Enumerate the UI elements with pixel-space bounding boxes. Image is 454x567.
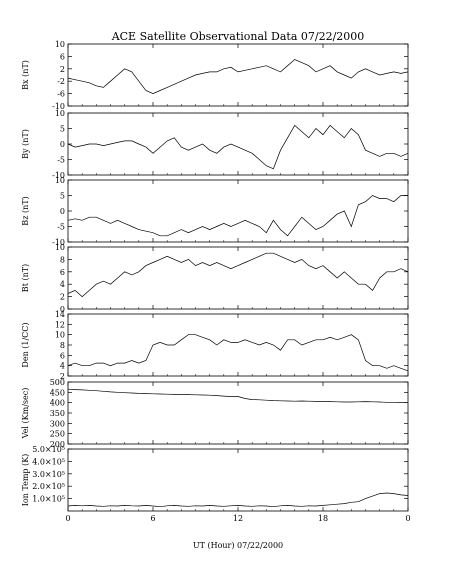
x-tick-label: 0 (405, 514, 410, 523)
y-axis-label: Bz (nT) (21, 196, 30, 225)
y-tick-label: -10 (52, 102, 65, 111)
y-tick-label: -6 (57, 90, 65, 99)
series-line (67, 195, 408, 237)
y-axis-label: By (nT) (21, 129, 30, 159)
y-tick-label: 5 (60, 192, 65, 201)
y-tick-label: 5 (60, 125, 65, 134)
y-tick-label: 4.0×10⁵ (32, 457, 65, 466)
y-tick-label: 2 (60, 372, 65, 381)
series-line (67, 334, 409, 372)
y-tick-label: 3.0×10⁵ (32, 470, 65, 479)
series-line (67, 252, 409, 298)
y-tick-label: 250 (50, 430, 65, 439)
panel-4: 10 8 6 4 2 0 Bt (nT) (21, 243, 409, 314)
x-axis-label: UT (Hour) 07/22/2000 (193, 541, 283, 550)
y-tick-label: 10 (55, 176, 65, 185)
x-tick-label: 0 (65, 514, 70, 523)
y-tick-label: 6 (60, 351, 65, 360)
y-tick-label: 300 (50, 419, 65, 428)
y-axis-label: Ion Temp (K) (21, 454, 30, 507)
x-tick-label: 18 (318, 514, 328, 523)
y-tick-label: -2 (57, 77, 65, 86)
y-tick-label: 2.0×10⁵ (32, 482, 65, 491)
y-tick-label: -10 (52, 238, 65, 247)
y-tick-label: 450 (50, 388, 65, 397)
y-tick-label: 10 (55, 243, 65, 252)
panels-group: 10 6 2 -2 -6 -10 Bx (nT) 10 5 0 -5 -10 By (nT) 10 5 0 -5… (21, 40, 411, 523)
y-tick-label: 400 (50, 399, 65, 408)
series-line (67, 388, 409, 404)
y-tick-label: 2 (60, 293, 65, 302)
y-tick-label: 8 (60, 341, 65, 350)
y-tick-label: 4 (60, 280, 65, 289)
y-tick-label: 6 (60, 52, 65, 61)
y-tick-label: 12 (55, 320, 65, 329)
y-tick-label: 0 (60, 207, 65, 216)
series-line (67, 59, 409, 94)
y-tick-label: 0 (60, 140, 65, 149)
y-tick-label: 10 (55, 331, 65, 340)
y-tick-label: 10 (55, 109, 65, 118)
series-line (67, 124, 409, 170)
y-tick-label: 5.0×10⁵ (32, 445, 65, 454)
panel-3: 10 5 0 -5 -10 Bz (nT) (21, 176, 409, 247)
y-tick-label: -5 (57, 156, 65, 165)
y-tick-label: -5 (57, 223, 65, 232)
y-tick-label: 200 (50, 440, 65, 449)
y-tick-label: 350 (50, 409, 65, 418)
y-tick-label: 8 (60, 255, 65, 264)
y-axis-label: Bt (nT) (21, 264, 30, 292)
y-tick-label: 0 (60, 305, 65, 314)
y-tick-label: 4 (60, 362, 65, 371)
y-tick-label: 10 (55, 40, 65, 49)
panel-2: 10 5 0 -5 -10 By (nT) (21, 109, 409, 180)
y-tick-label: 6 (60, 268, 65, 277)
y-axis-label: Den (1/CC) (21, 322, 30, 367)
y-tick-label: 2 (60, 65, 65, 74)
y-tick-label: -10 (52, 171, 65, 180)
y-tick-label: 1.0×10⁵ (32, 495, 65, 504)
y-axis-label: Bx (nT) (21, 60, 30, 90)
figure-title: ACE Satellite Observational Data 07/22/2… (111, 30, 365, 43)
y-axis-label: Vel (Km/sec) (21, 388, 30, 440)
x-tick-label: 6 (150, 514, 155, 523)
y-tick-label: 14 (55, 310, 65, 319)
panel-1: 10 6 2 -2 -6 -10 Bx (nT) (21, 40, 409, 111)
x-tick-label: 12 (233, 514, 243, 523)
series-line (67, 492, 409, 508)
y-tick-label: 500 (50, 378, 65, 387)
panel-7: 5.0×10⁵ 4.0×10⁵ 3.0×10⁵ 2.0×10⁵ 1.0×10⁵ 0 6 12 1… (21, 445, 411, 523)
